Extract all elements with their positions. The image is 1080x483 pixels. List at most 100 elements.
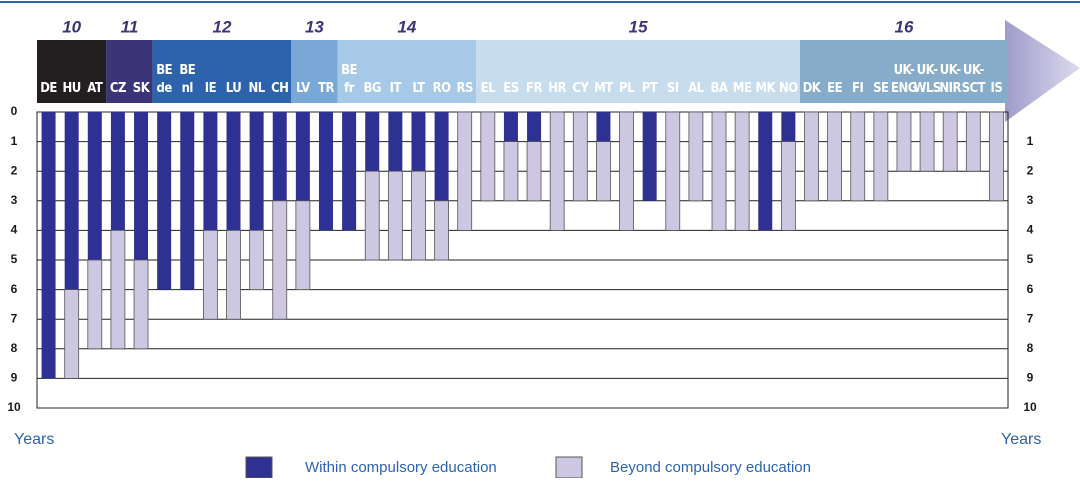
bar-within (642, 112, 657, 201)
category-label: MT (594, 81, 613, 96)
bar-within (781, 112, 796, 142)
category-label: TR (318, 81, 334, 96)
category-label: EL (481, 81, 496, 96)
category-label: PT (642, 81, 658, 96)
age-header (337, 40, 477, 103)
bar-beyond (503, 141, 519, 202)
category-label: RO (433, 81, 452, 96)
y-tick-label: 10 (7, 400, 21, 414)
age-header (37, 40, 107, 103)
y-tick-label: 8 (11, 341, 18, 355)
legend-swatch (245, 456, 273, 479)
age-label: 13 (305, 17, 324, 36)
bar-within (596, 112, 611, 142)
y-tick-label: 1 (11, 134, 18, 148)
bar-within (249, 112, 264, 231)
category-label: IE (205, 81, 217, 96)
bar-beyond (850, 111, 866, 202)
bar-beyond (295, 200, 311, 291)
bar-beyond (804, 111, 819, 202)
bar-beyond (411, 170, 426, 261)
bar-within (110, 112, 125, 231)
y-tick-label-right: 10 (1023, 400, 1037, 414)
age-header (152, 40, 292, 103)
y-tick-label-right: 3 (1027, 193, 1034, 207)
bar-beyond (364, 170, 380, 261)
category-label: AL (688, 81, 705, 96)
category-label: HU (63, 81, 81, 96)
bar-beyond (989, 111, 1004, 202)
bar-beyond (434, 200, 449, 261)
bar-beyond (457, 111, 473, 231)
bar-beyond (272, 200, 288, 320)
legend-swatch (555, 456, 583, 479)
age-header (799, 40, 1008, 103)
category-label: MK (755, 81, 776, 96)
bar-within (226, 112, 241, 231)
age-label: 15 (629, 17, 648, 36)
y-label-right: Years (1001, 431, 1041, 448)
bar-within (157, 112, 172, 290)
y-tick-label-right: 1 (1027, 134, 1034, 148)
category-label: BE fr (341, 63, 357, 96)
bar-beyond (110, 229, 126, 350)
category-label: UK-WLS (913, 63, 940, 96)
plot-frame (36, 111, 1009, 409)
y-tick-label: 5 (11, 252, 18, 266)
y-label-left: Years (14, 431, 54, 448)
bar-within (758, 112, 773, 231)
category-label: FI (852, 81, 863, 96)
bar-beyond (64, 289, 80, 379)
y-tick-label-right: 2 (1027, 163, 1034, 177)
y-tick-label-right: 9 (1027, 371, 1034, 385)
y-tick-label: 6 (11, 282, 18, 296)
y-tick-label-right: 6 (1027, 282, 1034, 296)
category-label: IT (390, 81, 402, 96)
bar-within (41, 112, 56, 379)
y-tick-label-right: 5 (1027, 252, 1034, 266)
category-label: UK-NIR (939, 63, 961, 96)
category-label: HR (548, 81, 566, 96)
category-label: NO (779, 81, 798, 96)
bar-beyond (202, 229, 218, 320)
age-label: 16 (895, 17, 914, 36)
bar-beyond (596, 141, 611, 202)
legend-label: Within compulsory education (305, 459, 497, 476)
bar-within (203, 112, 218, 231)
bar-beyond (665, 111, 681, 231)
y-tick-label-right: 7 (1027, 311, 1034, 325)
category-label: SE (873, 81, 889, 96)
category-label: IS (991, 81, 1003, 96)
bar-beyond (480, 111, 496, 202)
category-label: DE (40, 81, 57, 96)
category-label: LV (296, 81, 310, 96)
category-label: AT (87, 81, 103, 96)
bar-beyond (226, 229, 241, 320)
y-tick-label-right: 4 (1027, 223, 1034, 237)
bar-within (527, 112, 542, 142)
age-label: 10 (62, 17, 81, 36)
category-label: EE (827, 81, 842, 96)
bar-beyond (896, 111, 912, 172)
legend-label: Beyond compulsory education (610, 459, 811, 476)
y-tick-label: 7 (11, 311, 18, 325)
category-label: BA (711, 81, 728, 96)
bar-beyond (572, 111, 588, 202)
y-tick-label: 3 (11, 193, 18, 207)
y-tick-label: 0 (11, 104, 18, 118)
bar-within (64, 112, 79, 290)
bar-within (295, 112, 310, 201)
bar-within (318, 112, 333, 231)
bar-beyond (87, 259, 103, 350)
bar-beyond (249, 229, 265, 290)
bar-beyond (965, 111, 981, 172)
bar-within (87, 112, 102, 260)
category-label: ES (503, 81, 518, 96)
bar-within (388, 112, 403, 172)
bar-beyond (827, 111, 843, 202)
category-label: RS (456, 81, 473, 96)
category-label: DK (803, 81, 822, 96)
category-label: CZ (110, 81, 126, 96)
category-label: SK (133, 81, 151, 96)
category-label: LT (412, 81, 425, 96)
